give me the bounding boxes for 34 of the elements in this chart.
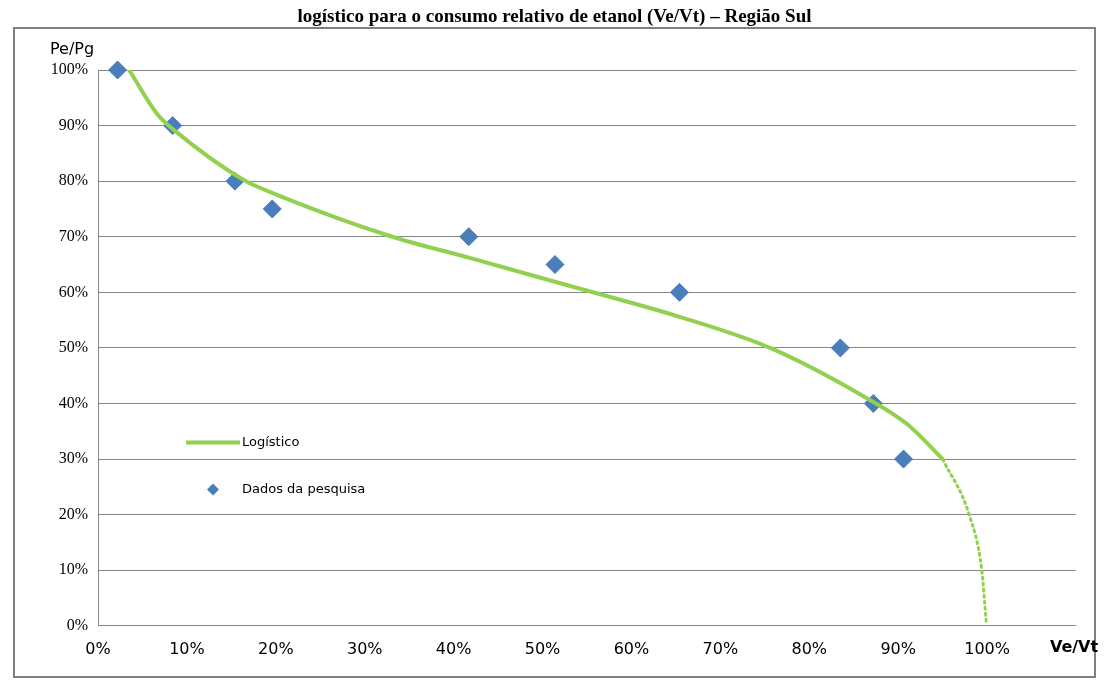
x-tick-label: 10% — [169, 638, 205, 658]
y-tick-label: 60% — [58, 282, 88, 300]
point — [894, 449, 914, 469]
x-tick-label: 90% — [880, 638, 916, 658]
y-tick-label: 100% — [50, 60, 88, 78]
legend-label: Dados da pesquisa — [242, 480, 366, 496]
x-tick-label: 60% — [613, 638, 650, 658]
x-tick-label: 40% — [435, 638, 472, 658]
y-tick-label: 50% — [58, 338, 88, 356]
y-tick-label: 70% — [58, 226, 88, 244]
x-tick-label: 50% — [524, 638, 561, 658]
y-tick-label: 90% — [58, 115, 88, 133]
y-axis-title: Pe/Pg — [50, 39, 95, 58]
y-tick-label: 0% — [66, 616, 88, 633]
x-tick-label: 100% — [964, 638, 1010, 658]
point — [545, 255, 565, 275]
point — [830, 338, 850, 358]
x-tick-label: 80% — [791, 638, 828, 658]
y-tick-label: 30% — [58, 449, 88, 467]
point — [669, 282, 689, 302]
chart-title: logístico para o consumo relativo de etanol (Ve/Vt) – Região Sul — [297, 5, 812, 28]
x-tick-label: 70% — [702, 638, 739, 658]
y-tick-label: 40% — [58, 393, 88, 411]
x-tick-label: 0% — [85, 638, 111, 658]
y-tick-label: 80% — [58, 171, 88, 189]
x-axis-title: Ve/Vt — [1049, 636, 1099, 656]
legend-label: Logístico — [242, 433, 300, 449]
x-tick-label: 20% — [258, 638, 294, 658]
point — [459, 227, 479, 247]
x-tick-label: 30% — [346, 638, 383, 658]
y-tick-label: 10% — [58, 560, 88, 578]
point — [262, 199, 282, 219]
point — [108, 60, 128, 80]
y-tick-label: 20% — [58, 504, 88, 522]
